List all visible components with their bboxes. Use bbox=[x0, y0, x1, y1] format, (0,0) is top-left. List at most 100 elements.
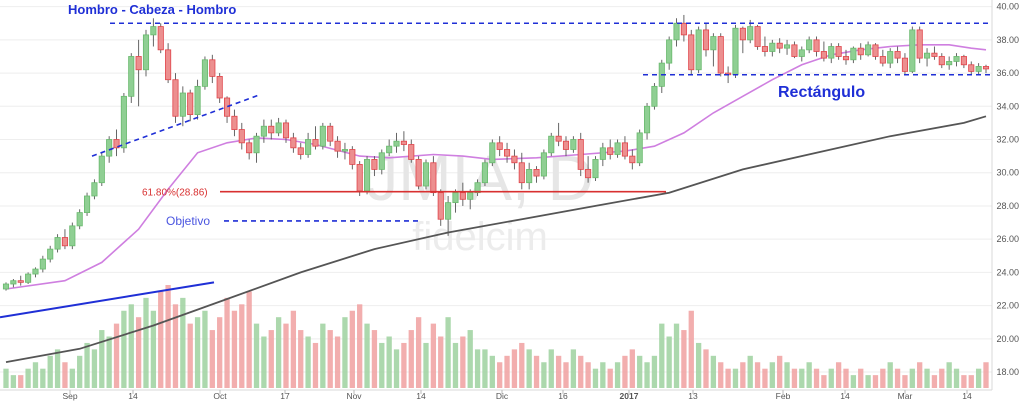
candle-body bbox=[297, 147, 304, 155]
volume-bar bbox=[32, 362, 39, 388]
x-tick-label: Feb bbox=[776, 391, 791, 401]
volume-bar bbox=[909, 368, 915, 388]
rectangle-label: Rectángulo bbox=[778, 84, 865, 101]
candle-body bbox=[938, 56, 945, 66]
volume-bar bbox=[725, 368, 731, 388]
candle-body bbox=[61, 237, 68, 247]
volume-bar bbox=[217, 317, 223, 388]
candle-body bbox=[577, 139, 584, 170]
candle-body bbox=[135, 56, 142, 71]
volume-bar bbox=[393, 349, 400, 388]
candle-body bbox=[776, 42, 783, 49]
volume-bar bbox=[983, 362, 989, 388]
candle-body bbox=[474, 182, 481, 194]
volume-bar bbox=[275, 317, 282, 388]
x-tick-label: 14 bbox=[128, 391, 138, 401]
volume-bar bbox=[40, 368, 46, 388]
volume-bar bbox=[710, 355, 717, 388]
candle-body bbox=[98, 155, 105, 184]
volume-bar bbox=[637, 355, 643, 388]
candle-body bbox=[327, 125, 334, 142]
y-axis: 18.00 20.00 22.00 24.00 26.00 28.00 30.00 32.00… bbox=[991, 0, 1024, 401]
y-tick-label: 34.00 bbox=[996, 101, 1019, 111]
volume-bar bbox=[968, 375, 974, 388]
volume-bar bbox=[872, 375, 879, 388]
volume-bar bbox=[548, 349, 554, 388]
candle-body bbox=[415, 159, 422, 187]
candle-body bbox=[562, 140, 570, 150]
candle-body bbox=[651, 85, 658, 107]
volume-bar bbox=[290, 310, 297, 388]
volume-bar bbox=[703, 349, 709, 388]
volume-bar bbox=[541, 362, 547, 388]
volume-bar bbox=[563, 362, 569, 388]
volume-bar bbox=[673, 323, 680, 388]
candle-body bbox=[400, 140, 407, 145]
candle-body bbox=[113, 139, 120, 149]
volume-bar bbox=[128, 304, 134, 388]
candle-body bbox=[481, 162, 489, 184]
volume-bar bbox=[585, 362, 591, 388]
candle-body bbox=[165, 49, 172, 81]
volume-bar bbox=[762, 368, 768, 388]
volume-bar bbox=[106, 336, 112, 388]
volume-bar bbox=[666, 336, 672, 388]
volume-bar bbox=[54, 349, 61, 388]
candle-body bbox=[172, 79, 179, 117]
volume-bar bbox=[415, 317, 422, 388]
volume-bar bbox=[327, 330, 333, 388]
x-tick-label: 14 bbox=[416, 391, 426, 401]
candle-body bbox=[334, 140, 341, 152]
candle-body bbox=[732, 27, 739, 76]
neckline bbox=[91, 93, 261, 157]
candle-body bbox=[47, 248, 54, 260]
target-label: Objetivo bbox=[166, 214, 210, 228]
y-tick-label: 32.00 bbox=[996, 135, 1019, 145]
volume-bar bbox=[681, 330, 687, 388]
volume-bar bbox=[18, 375, 24, 388]
candle-body bbox=[820, 51, 827, 59]
volume-bar bbox=[62, 362, 68, 388]
volume-bar bbox=[231, 310, 238, 388]
watermark-text: JMIA, D bbox=[366, 142, 594, 214]
x-tick-label: 14 bbox=[840, 391, 850, 401]
x-tick-label: 14 bbox=[962, 391, 972, 401]
volume-bar bbox=[283, 323, 289, 388]
volume-bar bbox=[931, 375, 938, 388]
volume-bar bbox=[77, 355, 83, 388]
candle-body bbox=[157, 26, 164, 51]
volume-bar bbox=[850, 375, 857, 388]
y-tick-label: 22.00 bbox=[996, 301, 1019, 311]
candle-body bbox=[246, 142, 253, 154]
volume-bar bbox=[165, 285, 171, 388]
volume-bar bbox=[828, 368, 834, 388]
volume-bar bbox=[880, 368, 886, 388]
volume-bar bbox=[261, 336, 267, 388]
candle-body bbox=[69, 225, 76, 247]
volume-bar bbox=[732, 368, 739, 388]
y-tick-label: 38.00 bbox=[996, 35, 1019, 45]
volume-bar bbox=[835, 362, 842, 388]
volume-bar bbox=[740, 362, 746, 388]
y-tick-label: 28.00 bbox=[996, 201, 1019, 211]
candle-body bbox=[717, 36, 724, 74]
candle-body bbox=[894, 51, 901, 59]
volume-bar bbox=[305, 336, 311, 388]
volume-bar bbox=[467, 330, 473, 388]
volume-bar bbox=[180, 297, 186, 388]
candle-body bbox=[142, 34, 150, 71]
volume-bar bbox=[364, 323, 370, 388]
candle-body bbox=[84, 195, 91, 213]
volume-bar bbox=[69, 368, 75, 388]
candle-body bbox=[842, 56, 850, 61]
volume-bars bbox=[3, 285, 989, 388]
volume-bar bbox=[813, 368, 820, 388]
volume-bar bbox=[718, 362, 724, 388]
x-tick-label: 17 bbox=[280, 391, 290, 401]
volume-bar bbox=[887, 362, 893, 388]
volume-bar bbox=[497, 362, 503, 388]
candle-body bbox=[673, 22, 680, 41]
candle-body bbox=[17, 280, 24, 283]
candle-body bbox=[916, 29, 923, 59]
volume-bar bbox=[784, 362, 790, 388]
